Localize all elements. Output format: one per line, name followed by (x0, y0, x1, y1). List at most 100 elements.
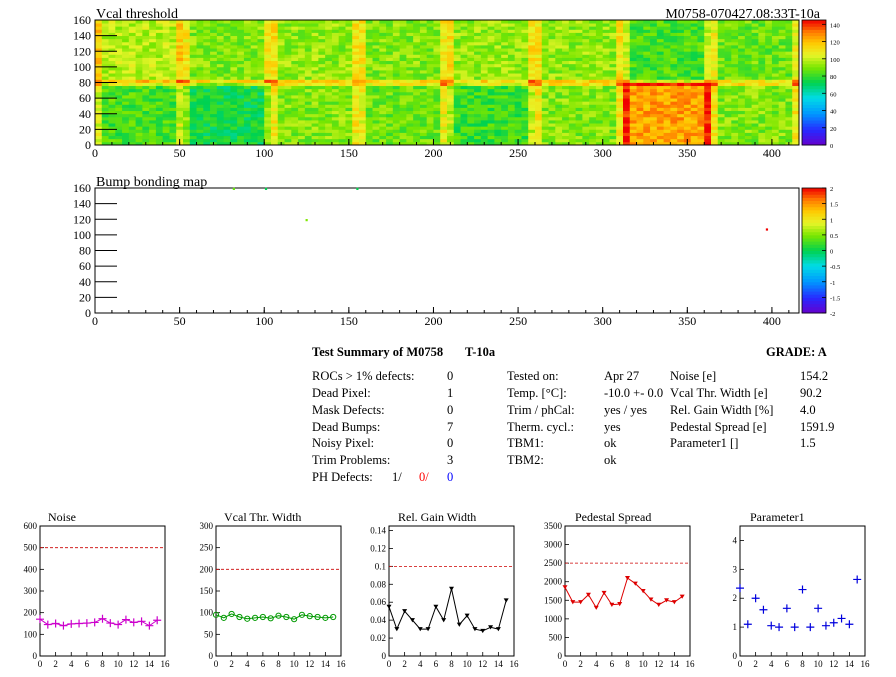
heatmap-cell (291, 135, 299, 140)
heatmap-cell (149, 129, 157, 133)
heatmap-cell (237, 76, 245, 80)
heatmap-cell (379, 29, 387, 33)
heatmap-cell (602, 101, 610, 105)
heatmap-cell (487, 104, 495, 108)
heatmap-cell (406, 85, 414, 90)
heatmap-cell (426, 48, 434, 52)
heatmap-cell (535, 141, 543, 145)
heatmap-cell (609, 54, 617, 58)
heatmap-cell (372, 79, 380, 83)
map-x-tick-label: 50 (174, 314, 186, 328)
heatmap-cell (379, 38, 387, 43)
heatmap-cell (765, 66, 773, 71)
heatmap-cell (792, 141, 799, 145)
x-tick-label: 16 (686, 659, 696, 669)
heatmap-cell (711, 70, 719, 74)
heatmap-cell (365, 129, 373, 133)
heatmap-cell (318, 35, 326, 40)
heatmap-cell (575, 120, 583, 124)
heatmap-cell (602, 135, 610, 140)
heatmap-cell (704, 60, 712, 65)
heatmap-cell (447, 73, 455, 77)
heatmap-cell (535, 138, 543, 143)
heatmap-cell (575, 76, 583, 80)
heatmap-cell (629, 66, 637, 71)
heatmap-cell (372, 141, 380, 145)
heatmap-cell (311, 132, 319, 137)
heatmap-cell (345, 110, 353, 115)
heatmap-cell (264, 135, 272, 140)
heatmap-cell (386, 51, 394, 55)
heatmap-cell (345, 85, 353, 90)
x-tick-label: 16 (161, 659, 171, 669)
heatmap-cell (474, 79, 482, 83)
heatmap-cell (169, 54, 177, 58)
heatmap-cell (785, 98, 793, 102)
heatmap-cell (494, 66, 502, 71)
heatmap-cell (304, 141, 313, 145)
heatmap-cell (216, 138, 225, 143)
heatmap-cell (379, 54, 387, 58)
heatmap-cell (548, 120, 556, 124)
heatmap-cell (555, 138, 563, 143)
heatmap-cell (379, 48, 387, 52)
heatmap-cell (108, 107, 116, 112)
heatmap-cell (711, 88, 719, 93)
x-tick-label: 2 (53, 659, 58, 669)
heatmap-cell (250, 116, 258, 121)
heatmap-cell (683, 51, 692, 55)
heatmap-cell (183, 79, 191, 83)
heatmap-cell (521, 60, 529, 65)
heatmap-cell (650, 88, 658, 93)
heatmap-cell (440, 63, 448, 68)
data-point (441, 618, 447, 623)
heatmap-cell (643, 91, 651, 96)
heatmap-cell (433, 60, 441, 65)
heatmap-cell (386, 76, 394, 80)
heatmap-cell (243, 35, 252, 40)
heatmap-cell (311, 104, 319, 108)
heatmap-cell (372, 45, 380, 49)
heatmap-cell (250, 45, 258, 49)
heatmap-cell (392, 66, 401, 71)
heatmap-cell (142, 104, 150, 108)
heatmap-cell (771, 138, 780, 143)
heatmap-cell (636, 123, 644, 127)
heatmap-cell (670, 41, 678, 46)
heatmap-cell (568, 82, 577, 87)
heatmap-cell (738, 20, 746, 24)
heatmap-cell (250, 48, 258, 52)
heatmap-cell (298, 51, 306, 55)
heatmap-cell (609, 20, 617, 24)
heatmap-cell (467, 98, 475, 102)
heatmap-cell (149, 60, 157, 65)
heatmap-cell (507, 123, 516, 127)
heatmap-cell (386, 85, 394, 90)
heatmap-cell (128, 132, 137, 137)
heatmap-cell (602, 129, 610, 133)
heatmap-cell (609, 57, 617, 62)
heatmap-cell (785, 129, 793, 133)
heatmap-cell (751, 120, 759, 124)
heatmap-cell (717, 126, 725, 130)
heatmap-cell (785, 60, 793, 65)
heatmap-cell (555, 135, 563, 140)
heatmap-cell (298, 35, 306, 40)
heatmap-cell (108, 110, 116, 115)
heatmap-cell (433, 129, 441, 133)
heatmap-cell (338, 54, 346, 58)
heatmap-cell (717, 32, 725, 37)
heatmap-cell (122, 91, 130, 96)
heatmap-cell (447, 51, 455, 55)
heatmap-cell (650, 35, 658, 40)
heatmap-cell (399, 141, 407, 145)
heatmap-cell (250, 123, 258, 127)
palette-bin (802, 141, 826, 146)
heatmap-cell (535, 85, 543, 90)
heatmap-cell (785, 48, 793, 52)
heatmap-cell (210, 57, 218, 62)
heatmap-cell (379, 88, 387, 93)
heatmap-cell (162, 123, 170, 127)
heatmap-cell (440, 41, 448, 46)
heatmap-cell (142, 98, 150, 102)
